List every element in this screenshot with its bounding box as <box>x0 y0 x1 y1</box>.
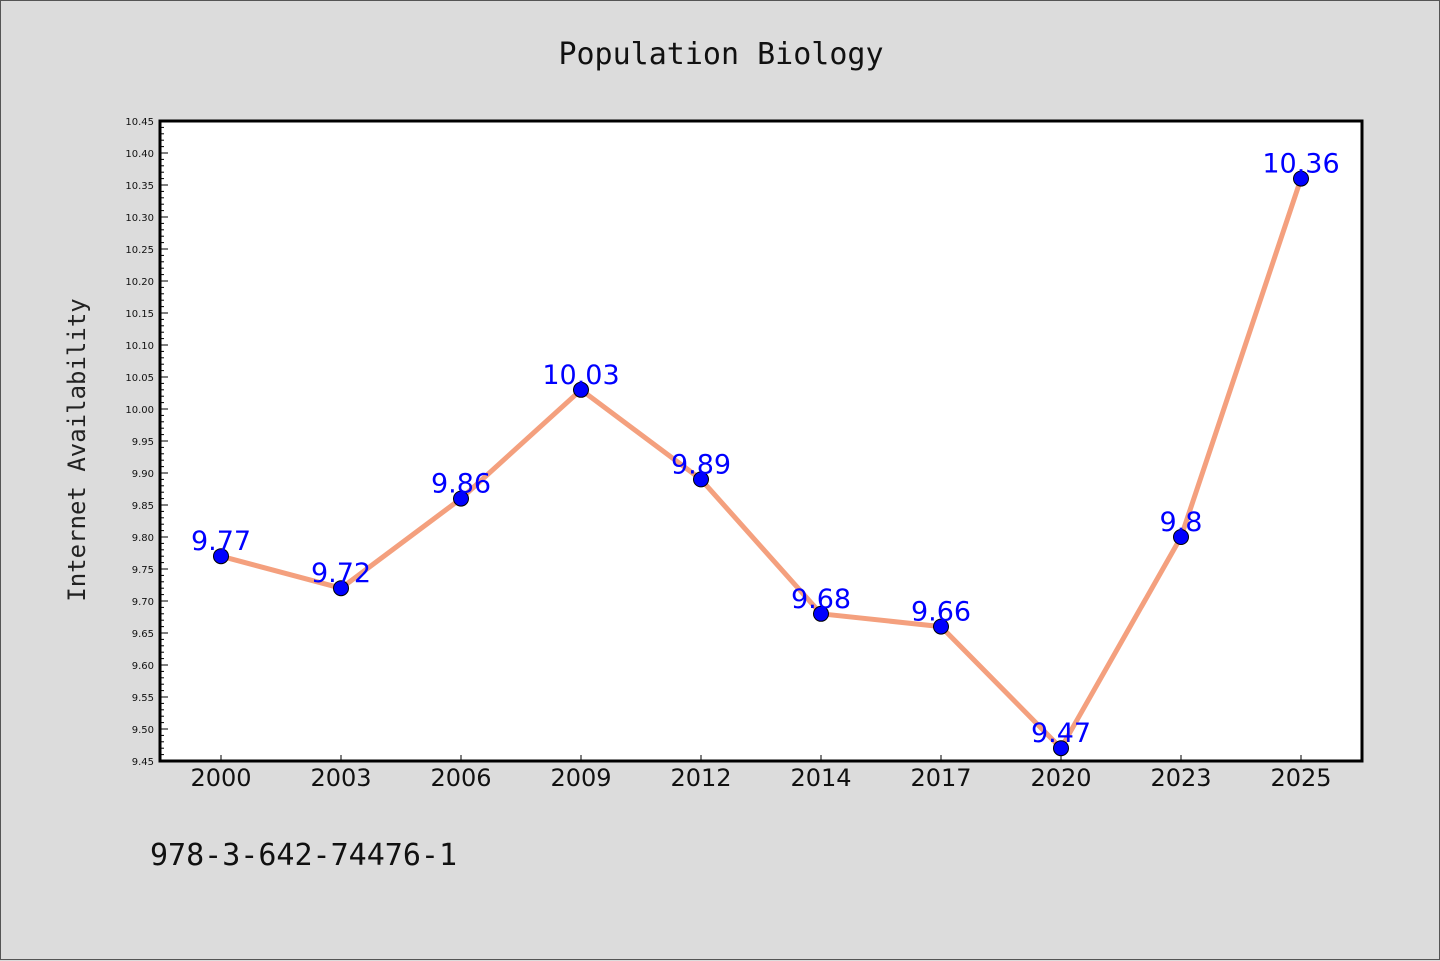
x-tick-label: 2009 <box>550 764 611 792</box>
y-tick-label: 10.00 <box>125 405 154 416</box>
series-line <box>218 176 1304 751</box>
data-point <box>693 471 709 488</box>
y-tick-label: 10.25 <box>125 245 154 256</box>
y-axis-label: Internet Availability <box>63 298 91 601</box>
y-tick-label: 10.45 <box>125 117 154 128</box>
plot-area <box>160 121 1362 761</box>
x-tick-label: 2017 <box>910 764 971 792</box>
x-axis: 2000 2003 2006 2009 2012 2014 2017 2020 2023 2025 <box>190 755 1332 792</box>
y-tick-label: 10.10 <box>125 341 154 352</box>
x-tick-label: 2020 <box>1030 764 1091 792</box>
x-tick-label: 2023 <box>1150 764 1211 792</box>
data-label: 9.66 <box>911 597 971 628</box>
y-tick-label: 9.60 <box>132 661 154 672</box>
x-tick-label: 2025 <box>1270 764 1331 792</box>
data-point <box>813 605 829 622</box>
data-label: 9.8 <box>1160 507 1203 538</box>
data-point <box>333 580 349 597</box>
data-label: 10.36 <box>1262 149 1339 180</box>
data-point <box>573 381 589 398</box>
x-tick-label: 2003 <box>310 764 371 792</box>
data-label: 9.77 <box>191 526 251 557</box>
data-point <box>1293 170 1309 187</box>
y-tick-label: 10.20 <box>125 277 154 288</box>
y-tick-label: 10.35 <box>125 181 154 192</box>
y-tick-label: 9.55 <box>132 693 154 704</box>
data-labels: 9.77 9.72 9.86 10.03 9.89 9.68 9.66 9.47 9.8 10.3… <box>191 149 1340 750</box>
y-tick-label: 10.15 <box>125 309 154 320</box>
data-label: 9.72 <box>311 558 371 589</box>
data-point <box>1173 529 1189 545</box>
y-tick-label: 9.75 <box>132 565 154 576</box>
y-tick-label: 9.80 <box>132 533 154 544</box>
y-tick-label: 9.70 <box>132 597 154 608</box>
plot-border <box>158 119 1364 763</box>
y-tick-label: 9.85 <box>132 501 154 512</box>
y-tick-label: 9.95 <box>132 437 154 448</box>
data-point <box>213 548 229 565</box>
data-label: 10.03 <box>542 360 619 391</box>
data-label: 9.86 <box>431 469 491 500</box>
y-tick-label: 9.45 <box>132 757 154 768</box>
x-tick-label: 2006 <box>430 764 491 792</box>
y-tick-label: 9.90 <box>132 469 154 480</box>
data-point <box>453 490 469 507</box>
chart-title: Population Biology <box>558 37 883 72</box>
y-tick-label: 10.05 <box>125 373 154 384</box>
x-tick-label: 2000 <box>190 764 251 792</box>
data-label: 9.47 <box>1031 718 1091 749</box>
data-label: 9.89 <box>671 449 731 480</box>
y-tick-label: 10.40 <box>125 149 154 160</box>
series-markers <box>213 170 1309 757</box>
data-point <box>933 618 949 635</box>
data-point <box>1053 740 1069 757</box>
y-tick-label: 10.30 <box>125 213 154 224</box>
isbn-text: 978-3-642-74476-1 <box>150 838 457 873</box>
data-label: 9.68 <box>791 584 851 615</box>
y-tick-label: 9.65 <box>132 629 154 640</box>
x-tick-label: 2012 <box>670 764 731 792</box>
y-tick-label: 9.50 <box>132 725 154 736</box>
x-tick-label: 2014 <box>790 764 851 792</box>
